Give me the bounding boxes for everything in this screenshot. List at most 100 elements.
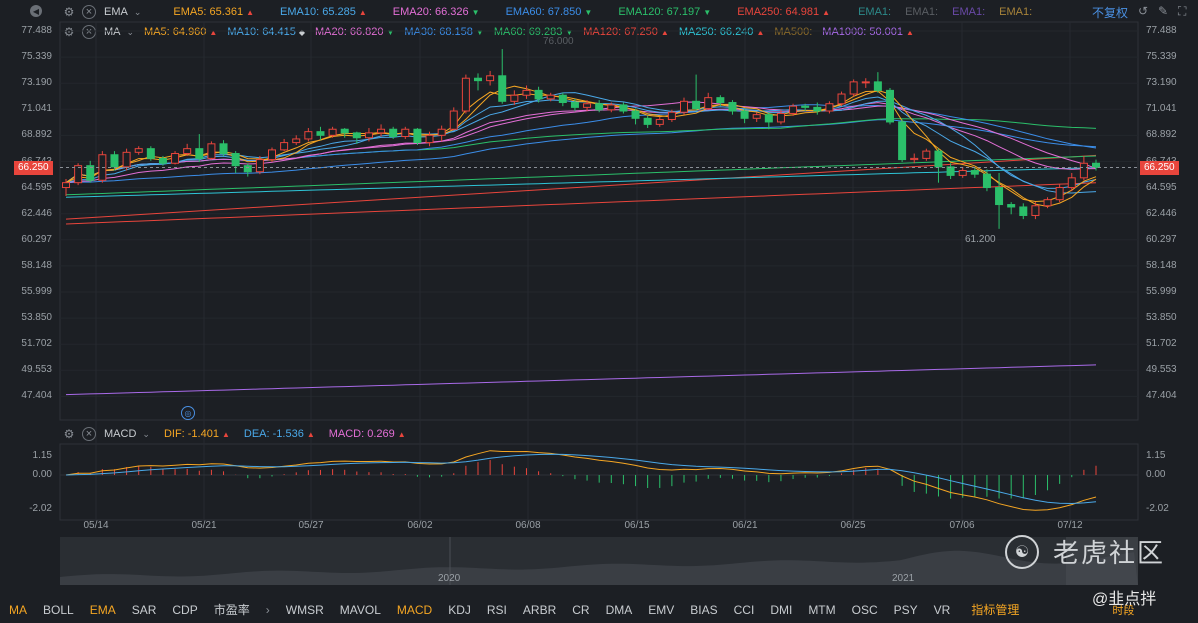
- trend-arrow-icon: ▲: [756, 28, 765, 37]
- price-axis-label: 60.297: [21, 233, 52, 245]
- candle-body: [62, 182, 70, 189]
- candle-body: [583, 103, 592, 108]
- indicator-tab[interactable]: BOLL: [43, 602, 74, 617]
- price-axis-label: 62.446: [21, 207, 52, 219]
- candle-body: [801, 105, 810, 108]
- indicator-tab[interactable]: CR: [572, 602, 590, 617]
- settings-gear-icon[interactable]: ⚙: [63, 25, 75, 39]
- candle-body: [195, 148, 204, 159]
- candle-body: [340, 128, 349, 134]
- undo-icon[interactable]: ↺: [1138, 4, 1149, 18]
- close-icon[interactable]: ×: [82, 427, 96, 441]
- chevron-down-icon[interactable]: ⌄: [142, 428, 150, 439]
- price-axis-label: 53.850: [21, 312, 52, 324]
- candle-body: [704, 97, 713, 110]
- candle-body: [352, 132, 361, 139]
- indicator-tab[interactable]: MTM: [808, 602, 836, 617]
- candle-body: [1092, 162, 1100, 168]
- candle-body: [449, 110, 458, 130]
- candle-body: [570, 102, 579, 108]
- chevron-right-icon[interactable]: ›: [265, 602, 270, 617]
- close-icon[interactable]: ×: [82, 5, 96, 19]
- indicator-value: EMA20: 66.326 ▼: [392, 6, 480, 18]
- indicator-tab[interactable]: MA: [9, 602, 27, 617]
- indicator-tab[interactable]: PSY: [893, 602, 918, 617]
- indicator-tab[interactable]: OSC: [851, 602, 878, 617]
- indicator-value: MA10: 64.415 ◆: [227, 26, 305, 38]
- fullscreen-icon[interactable]: ⛶: [1178, 4, 1187, 18]
- candle-body: [558, 94, 567, 104]
- indicator-value: EMA1:: [999, 6, 1033, 18]
- indicator-tab[interactable]: BIAS: [690, 602, 718, 617]
- ma20-line: [65, 101, 1097, 184]
- indicator-tab[interactable]: 市盈率: [213, 603, 250, 617]
- macd-axis-label: 1.15: [32, 450, 52, 461]
- indicator-tab[interactable]: DMA: [605, 602, 633, 617]
- indicator-tab[interactable]: EMV: [648, 602, 675, 617]
- settings-gear-icon[interactable]: ⚙: [63, 5, 75, 19]
- dif-line: [65, 450, 1097, 511]
- indicator-value: MA5: 64.960 ▲: [144, 26, 218, 38]
- indicator-value: MA250: 66.240 ▲: [678, 26, 765, 38]
- candle-body: [934, 150, 943, 168]
- indicator-tab[interactable]: MACD: [396, 602, 433, 617]
- indicator-tab[interactable]: RSI: [486, 602, 507, 617]
- candle-body: [510, 94, 519, 102]
- tiger-logo-icon: ☯: [1005, 534, 1039, 569]
- indicator-tab[interactable]: DMI: [770, 602, 793, 617]
- indicator-tab[interactable]: WMSR: [285, 602, 324, 617]
- price-axis-label: 49.553: [21, 364, 52, 376]
- event-marker-icon[interactable]: ◎: [181, 406, 195, 420]
- trend-arrow-icon: ▲: [221, 430, 230, 439]
- price-axis-label: 64.595: [1146, 181, 1177, 193]
- candle-body: [413, 128, 422, 144]
- candle-body: [789, 105, 798, 114]
- candle-body: [328, 128, 337, 136]
- collapse-icon[interactable]: ◀: [30, 5, 42, 17]
- indicator-value: MA120: 67.250 ▲: [583, 26, 669, 38]
- indicator-tab[interactable]: KDJ: [448, 602, 471, 617]
- trend-arrow-icon: ▲: [209, 28, 218, 37]
- candle-body: [740, 110, 749, 119]
- candle-body: [74, 165, 83, 184]
- indicator-tab[interactable]: MAVOL: [339, 602, 381, 617]
- settings-gear-icon[interactable]: ⚙: [63, 427, 75, 441]
- trend-arrow-icon: ◆: [298, 28, 305, 37]
- indicator-tab[interactable]: EMA: [89, 602, 116, 617]
- macd-legend-row: ⚙ × MACD ⌄ DIF: -1.401 ▲ DEA: -1.536 ▲ MACD:…: [0, 424, 406, 444]
- candle-body: [825, 103, 834, 112]
- current-price-tag-right: 66.250: [1140, 161, 1179, 175]
- candle-body: [764, 114, 773, 123]
- indicator-manage-button[interactable]: 指标管理: [971, 603, 1020, 617]
- indicator-tab[interactable]: SAR: [131, 602, 157, 617]
- candle-body: [1043, 199, 1052, 207]
- price-axis-label: 75.339: [1146, 51, 1177, 63]
- indicator-value: MA20: 66.820 ▼: [315, 26, 395, 38]
- adjust-type-button[interactable]: 不复权: [1092, 6, 1129, 20]
- indicator-tab[interactable]: CDP: [172, 602, 198, 617]
- candle-body: [1031, 205, 1040, 216]
- candle-body: [461, 77, 470, 112]
- ma-legend-row: ⚙ × MA ⌄ MA5: 64.960▲MA10: 64.415◆MA20: …: [0, 22, 914, 42]
- candle-body: [158, 157, 167, 164]
- indicator-tab[interactable]: VR: [933, 602, 951, 617]
- price-axis-label: 58.148: [21, 259, 52, 271]
- draw-tool-icon[interactable]: ✎: [1158, 4, 1169, 18]
- candle-body: [255, 159, 264, 173]
- timeline-navigator[interactable]: [60, 537, 1138, 585]
- candle-body: [316, 131, 325, 136]
- candle-body: [655, 119, 664, 125]
- indicator-tab[interactable]: ARBR: [522, 602, 557, 617]
- candle-body: [401, 128, 410, 138]
- candle-body: [243, 165, 252, 173]
- high-price-label: 76.000: [543, 36, 574, 47]
- trend-arrow-icon: ▼: [475, 28, 484, 37]
- candle-body: [183, 148, 192, 155]
- ema60-line: [65, 119, 1097, 184]
- chevron-down-icon[interactable]: ⌄: [133, 6, 142, 17]
- period-button[interactable]: 时段: [1112, 604, 1135, 617]
- indicator-tab[interactable]: CCI: [733, 602, 755, 617]
- macd-indicator-name: MACD: [104, 428, 137, 440]
- candle-body: [1055, 187, 1064, 201]
